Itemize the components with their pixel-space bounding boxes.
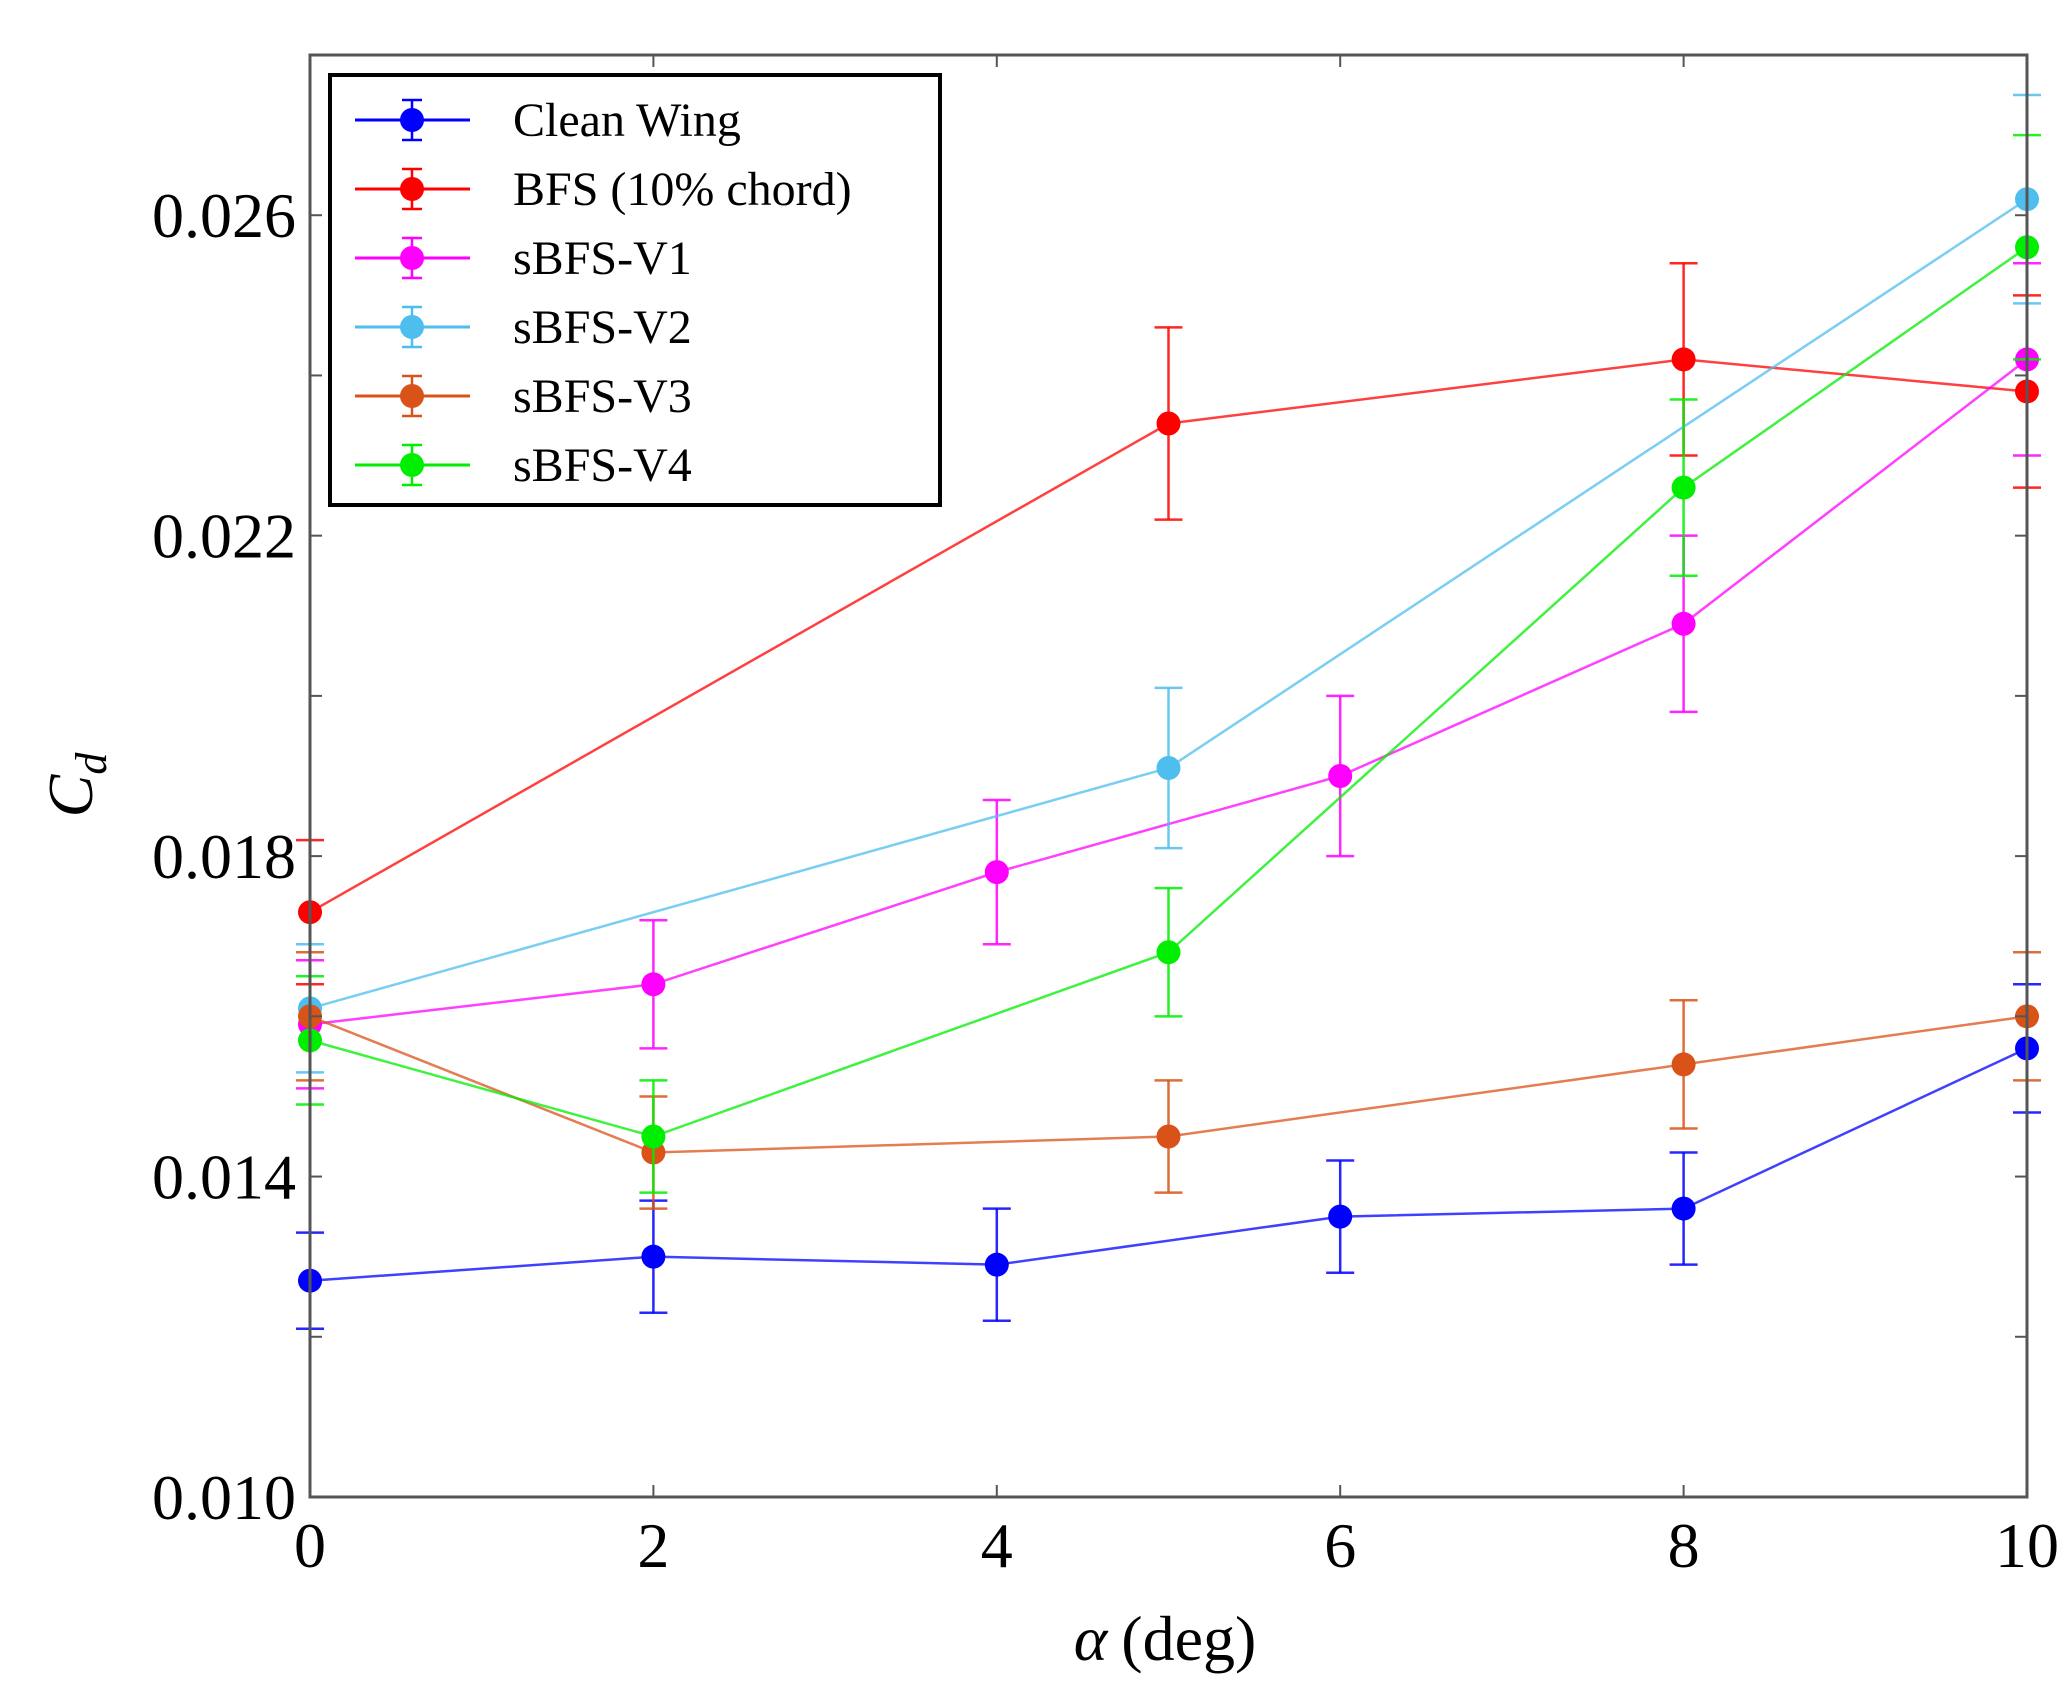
data-point <box>1328 764 1353 788</box>
legend-label: sBFS-V2 <box>513 301 692 354</box>
legend-label: BFS (10% chord) <box>513 163 852 216</box>
x-tick-label: 6 <box>1324 1510 1356 1581</box>
data-point <box>641 972 666 997</box>
legend-item: sBFS-V3 <box>355 370 692 423</box>
data-point <box>641 1244 666 1269</box>
data-point <box>1671 1052 1696 1077</box>
y-axis-symbol: C <box>35 773 106 817</box>
data-point <box>1328 1204 1353 1229</box>
legend-marker <box>400 453 424 477</box>
y-tick-label: 0.014 <box>152 1142 296 1213</box>
x-axis-label: α (deg) <box>1074 1603 1257 1674</box>
x-axis-unit: (deg) <box>1121 1603 1256 1674</box>
y-tick-label: 0.026 <box>152 180 296 251</box>
legend-item: Clean Wing <box>355 94 741 147</box>
plot-frame <box>308 53 2029 1499</box>
data-point <box>1671 1196 1696 1221</box>
legend-label: sBFS-V4 <box>513 439 692 492</box>
data-point <box>1156 755 1181 780</box>
legend-item: BFS (10% chord) <box>355 163 852 216</box>
data-point <box>1156 940 1181 965</box>
series-line <box>309 1047 2028 1282</box>
data-point <box>641 1124 666 1149</box>
y-axis-label: Cd <box>35 752 116 818</box>
x-axis-symbol: α <box>1074 1603 1109 1674</box>
legend-label: sBFS-V3 <box>513 370 692 423</box>
legend-marker <box>400 177 424 201</box>
x-tick-label: 0 <box>294 1510 326 1581</box>
legend-label: sBFS-V1 <box>513 232 692 285</box>
legend-marker <box>400 108 424 132</box>
legend-item: sBFS-V1 <box>355 232 692 285</box>
x-tick-label: 2 <box>637 1510 669 1581</box>
data-point <box>984 860 1009 885</box>
legend-item: sBFS-V2 <box>355 301 692 354</box>
legend-box <box>328 73 942 507</box>
legend-marker <box>400 315 424 339</box>
x-tick-label: 10 <box>1995 1510 2059 1581</box>
data-point <box>1156 1124 1181 1149</box>
data-point <box>1671 475 1696 500</box>
data-point <box>1671 611 1696 636</box>
y-tick-label: 0.018 <box>152 821 296 892</box>
legend-label: Clean Wing <box>513 94 741 147</box>
y-axis-subscript: d <box>67 752 116 775</box>
legend-marker <box>400 246 424 270</box>
y-tick-label: 0.010 <box>152 1462 296 1533</box>
y-tick-label: 0.022 <box>152 501 296 572</box>
legend-item: sBFS-V4 <box>355 439 692 492</box>
data-point <box>1671 347 1696 372</box>
legend-marker <box>400 384 424 408</box>
data-point <box>1156 411 1181 436</box>
x-tick-label: 8 <box>1668 1510 1700 1581</box>
x-tick-label: 4 <box>981 1510 1013 1581</box>
data-point <box>984 1252 1009 1277</box>
series-line <box>309 358 2028 914</box>
